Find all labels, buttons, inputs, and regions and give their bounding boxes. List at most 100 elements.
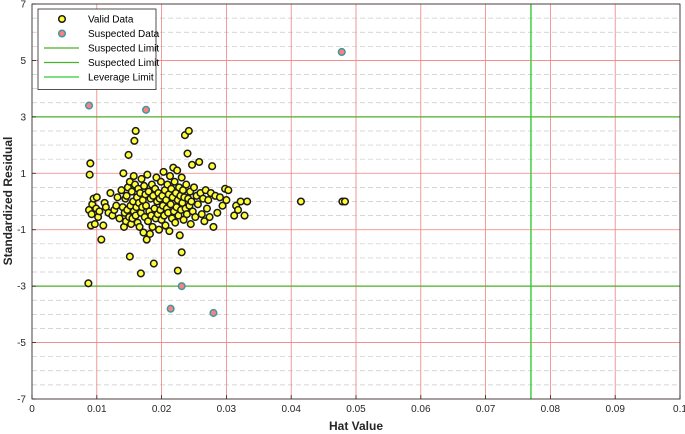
valid-data-point: [122, 191, 131, 200]
legend-label: Suspected Data: [88, 29, 160, 40]
valid-data-point: [204, 196, 213, 205]
valid-data-point: [202, 204, 212, 213]
suspected-data-point: [84, 101, 94, 110]
valid-data-point: [197, 210, 206, 219]
x-tick-label: 0.01: [87, 404, 107, 415]
suspected-data-point: [337, 47, 346, 57]
legend-box: [37, 8, 157, 90]
valid-data-point: [112, 201, 121, 210]
valid-data-point: [115, 214, 124, 223]
valid-data-point: [136, 269, 145, 278]
x-tick-label: 0.05: [346, 404, 366, 415]
valid-data-point: [119, 169, 128, 178]
legend-label: Suspected Limit: [88, 58, 159, 69]
valid-data-point: [215, 193, 224, 202]
valid-data-point: [124, 150, 133, 159]
suspected-data-point: [166, 304, 175, 313]
y-tick-label: 1: [20, 169, 26, 180]
valid-data-point: [186, 220, 195, 229]
valid-data-point: [154, 225, 164, 234]
valid-data-point: [205, 212, 214, 222]
valid-data-point: [240, 211, 249, 220]
suspected-data-point: [177, 282, 186, 291]
valid-data-point: [173, 166, 182, 175]
legend-label: Suspected Limit: [88, 44, 159, 55]
valid-data-point: [139, 228, 148, 237]
valid-data-point: [189, 183, 199, 192]
valid-data-point: [99, 221, 108, 230]
valid-data-point: [195, 157, 204, 167]
legend-valid-marker: [57, 14, 67, 24]
y-tick-label: 7: [20, 0, 26, 11]
valid-data-point: [145, 229, 154, 238]
suspected-data-point: [141, 105, 151, 114]
y-tick-label: 5: [20, 56, 26, 67]
suspected-data-point: [209, 308, 218, 317]
x-tick-label: 0.09: [605, 404, 625, 415]
x-axis-label: Hat Value: [329, 419, 383, 433]
x-tick-label: 0.08: [541, 404, 561, 415]
valid-data-point: [86, 159, 95, 168]
valid-data-point: [113, 193, 122, 202]
valid-data-point: [173, 266, 182, 275]
valid-data-point: [143, 170, 152, 179]
valid-data-point: [129, 172, 138, 181]
valid-data-point: [218, 201, 227, 210]
legend: Valid Data Suspected Data Suspected Limit S…: [37, 8, 160, 90]
valid-data-point: [213, 208, 222, 217]
x-tick-label: 0.03: [217, 404, 237, 415]
x-tick-label: 0.02: [152, 404, 172, 415]
valid-data-point: [165, 172, 175, 181]
x-tick-label: 0.06: [411, 404, 431, 415]
valid-data-point: [87, 210, 96, 219]
valid-data-point: [170, 177, 179, 186]
x-tick-label: 0.1: [673, 404, 685, 415]
valid-data-point: [159, 167, 168, 176]
valid-data-point: [84, 279, 93, 288]
x-axis-ticks: 0 0.01 0.02 0.03 0.04 0.05 0.06 0.07 0.08 0.09 0.1: [29, 395, 685, 415]
valid-data-point: [106, 188, 115, 198]
valid-data-point: [161, 221, 170, 230]
valid-data-point: [165, 227, 174, 236]
valid-data-point: [125, 252, 134, 261]
valid-data-point: [130, 136, 139, 145]
valid-data-point: [148, 222, 157, 231]
valid-data-point: [222, 196, 231, 205]
scatter-points: [84, 47, 350, 317]
y-tick-label: -1: [17, 225, 26, 236]
legend-suspected-marker: [57, 29, 67, 38]
valid-data-point: [184, 126, 193, 136]
y-axis-label: Standardized Residual: [1, 137, 15, 266]
valid-data-point: [209, 222, 218, 231]
y-tick-label: 3: [20, 112, 26, 123]
valid-data-point: [140, 181, 149, 191]
valid-data-point: [230, 211, 239, 220]
valid-data-point: [156, 177, 166, 186]
valid-data-point: [97, 235, 106, 244]
valid-data-point: [171, 218, 180, 227]
valid-data-point: [127, 187, 136, 196]
valid-data-point: [92, 193, 101, 202]
valid-data-point: [193, 200, 202, 209]
valid-data-point: [191, 212, 200, 222]
valid-data-point: [296, 197, 305, 206]
valid-data-point: [236, 197, 245, 206]
valid-data-point: [149, 259, 158, 268]
valid-data-point: [187, 197, 196, 206]
x-tick-label: 0.04: [281, 404, 301, 415]
valid-data-point: [135, 222, 144, 231]
legend-label: Leverage Limit: [88, 73, 154, 84]
y-tick-label: -7: [17, 395, 26, 406]
valid-data-point: [188, 160, 197, 169]
legend-label: Valid Data: [88, 15, 134, 26]
valid-data-point: [183, 149, 192, 158]
valid-data-point: [177, 173, 186, 182]
valid-data-point: [234, 205, 243, 215]
valid-data-point: [340, 197, 350, 206]
valid-data-point: [137, 174, 146, 183]
limit-lines: [32, 4, 680, 399]
valid-data-point: [177, 248, 186, 257]
valid-data-point: [90, 220, 99, 229]
x-tick-label: 0.07: [476, 404, 496, 415]
